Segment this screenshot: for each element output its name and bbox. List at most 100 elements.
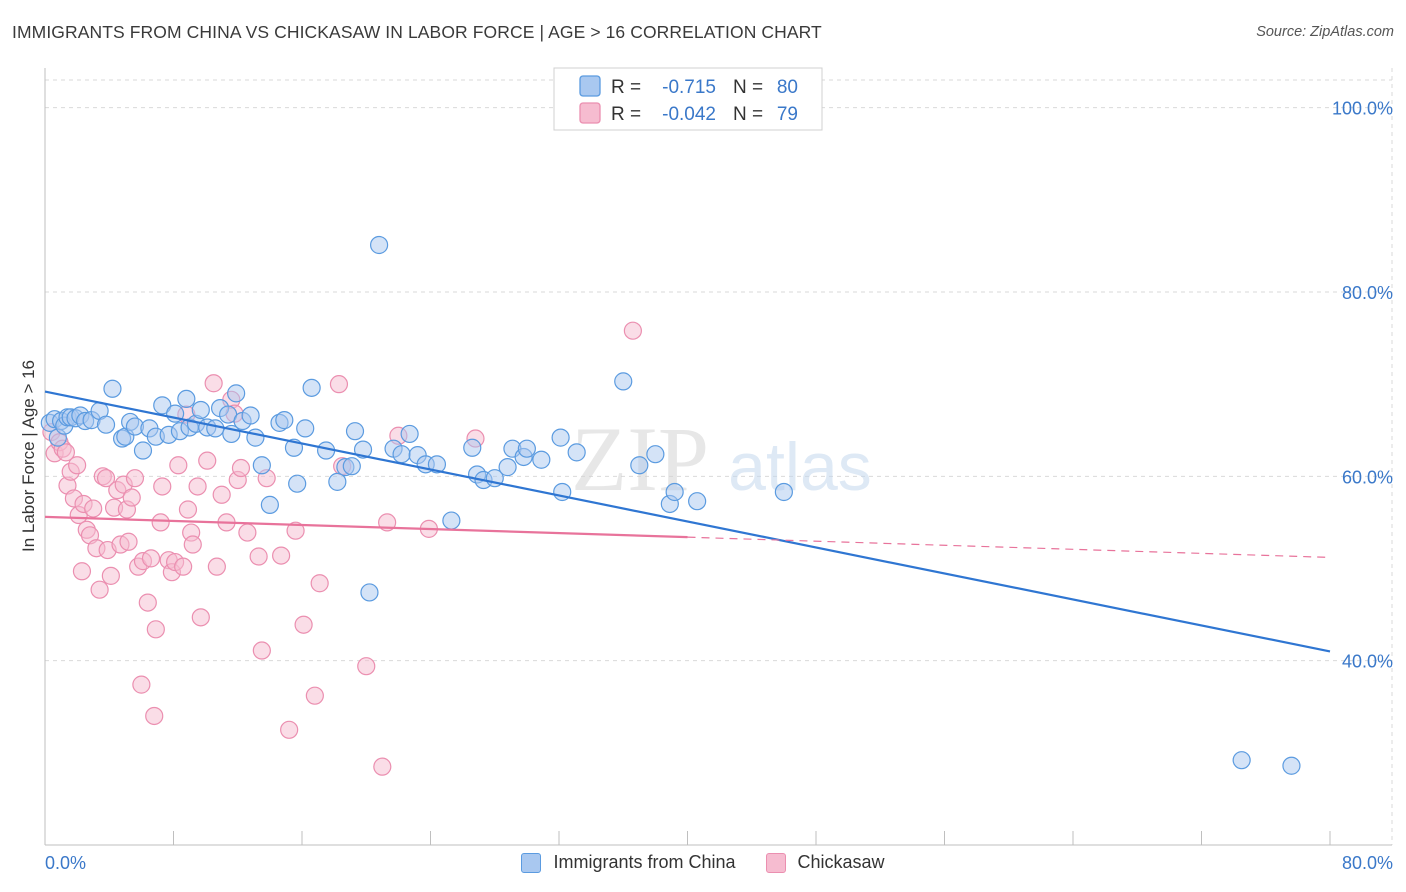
legend-label-china: Immigrants from China [553,852,736,872]
china-point [498,458,517,477]
trend-lines [44,390,1331,653]
y-tick-label: 100.0% [1332,99,1393,119]
chickasaw-point [56,443,75,462]
chickasaw-point [146,620,165,639]
chickasaw-point [141,549,161,568]
grid-lines [45,68,1393,845]
chickasaw-point [204,374,223,393]
trend-line-chickasaw-extension [687,536,1331,559]
legend-item-china: Immigrants from China [521,852,736,873]
china-point [688,492,707,511]
china-point [517,439,536,458]
chart-title: IMMIGRANTS FROM CHINA VS CHICKASAW IN LA… [12,22,822,42]
chickasaw-point [178,500,198,519]
legend-n-value: 79 [777,104,798,125]
chickasaw-point [373,757,392,776]
chickasaw-point [153,477,172,496]
chickasaw-point [122,488,141,507]
china-point [665,482,684,502]
chickasaw-point [294,615,313,634]
chickasaw-point [96,469,116,488]
chickasaw-point [252,641,271,660]
china-point [206,419,225,438]
series-immigrants-from-china [40,235,1301,775]
legend-r-label: R = [611,77,641,98]
legend-r-value: -0.715 [662,77,716,98]
china-point [227,384,246,403]
chickasaw-point [138,593,157,612]
legend-r-label: R = [611,104,641,125]
china-point [191,400,210,420]
china-point [427,455,447,474]
china-point [370,235,389,255]
legend-swatch-chickasaw [765,852,786,873]
y-tick-label: 40.0% [1342,652,1393,672]
chickasaw-point [272,546,291,565]
y-axis-label: In Labor Force | Age > 16 [19,360,38,552]
china-point [630,456,649,475]
legend-label-chickasaw: Chickasaw [797,852,885,872]
china-point [646,445,665,464]
chickasaw-point [623,321,642,340]
chickasaw-point [84,499,103,518]
chickasaw-point [125,469,145,488]
china-point [275,411,294,430]
chickasaw-point [357,657,376,676]
china-point [442,511,461,530]
china-point [532,450,551,469]
chickasaw-point [286,521,305,540]
china-point [551,428,570,447]
chickasaw-point [198,451,217,470]
china-point [328,472,347,491]
china-point [103,379,122,398]
trend-line-chickasaw [44,515,688,539]
legend-swatch-chickasaw [579,102,601,124]
china-point [392,445,411,464]
china-point [96,415,116,434]
legend-swatch-china [579,75,601,97]
china-point [288,474,307,493]
chickasaw-point [305,686,324,705]
legend-r-value: -0.042 [662,104,716,125]
chickasaw-point [212,485,231,504]
china-point [774,482,793,502]
china-point [567,443,586,462]
china-point [360,583,379,602]
china-point [302,378,321,397]
chickasaw-point [68,456,87,475]
chickasaw-point [249,547,268,566]
chickasaw-point [231,458,251,478]
legend-bottom: Immigrants from China Chickasaw [0,852,1406,873]
china-point [342,457,361,476]
y-tick-label: 80.0% [1342,283,1393,303]
chickasaw-point [119,532,138,551]
china-point [241,406,260,425]
china-point [133,441,153,460]
chickasaw-point [101,566,120,585]
chickasaw-point [174,557,193,576]
series-chickasaw [42,321,642,776]
watermark: ZIP atlas [571,408,872,510]
china-point [400,424,419,444]
legend-item-chickasaw: Chickasaw [765,852,885,873]
trend-line-china [44,390,1331,653]
china-point [153,396,172,415]
watermark-atlas: atlas [728,429,872,505]
legend-swatch-china [521,852,542,873]
chickasaw-point [191,608,210,627]
chickasaw-point [310,574,329,593]
tick-labels: 100.0% 80.0% 60.0% 40.0% 0.0% 80.0% [45,99,1393,873]
x-tick-label-left: 0.0% [45,853,86,873]
china-point [614,372,633,391]
legend-n-value: 80 [777,77,798,98]
china-point [1282,756,1301,775]
china-point [1232,751,1251,770]
chickasaw-point [280,720,299,739]
chickasaw-point [132,675,151,694]
china-point [260,495,279,514]
chickasaw-point [183,535,202,554]
china-point [345,422,365,441]
chickasaw-point [145,706,164,726]
china-point [463,438,482,457]
